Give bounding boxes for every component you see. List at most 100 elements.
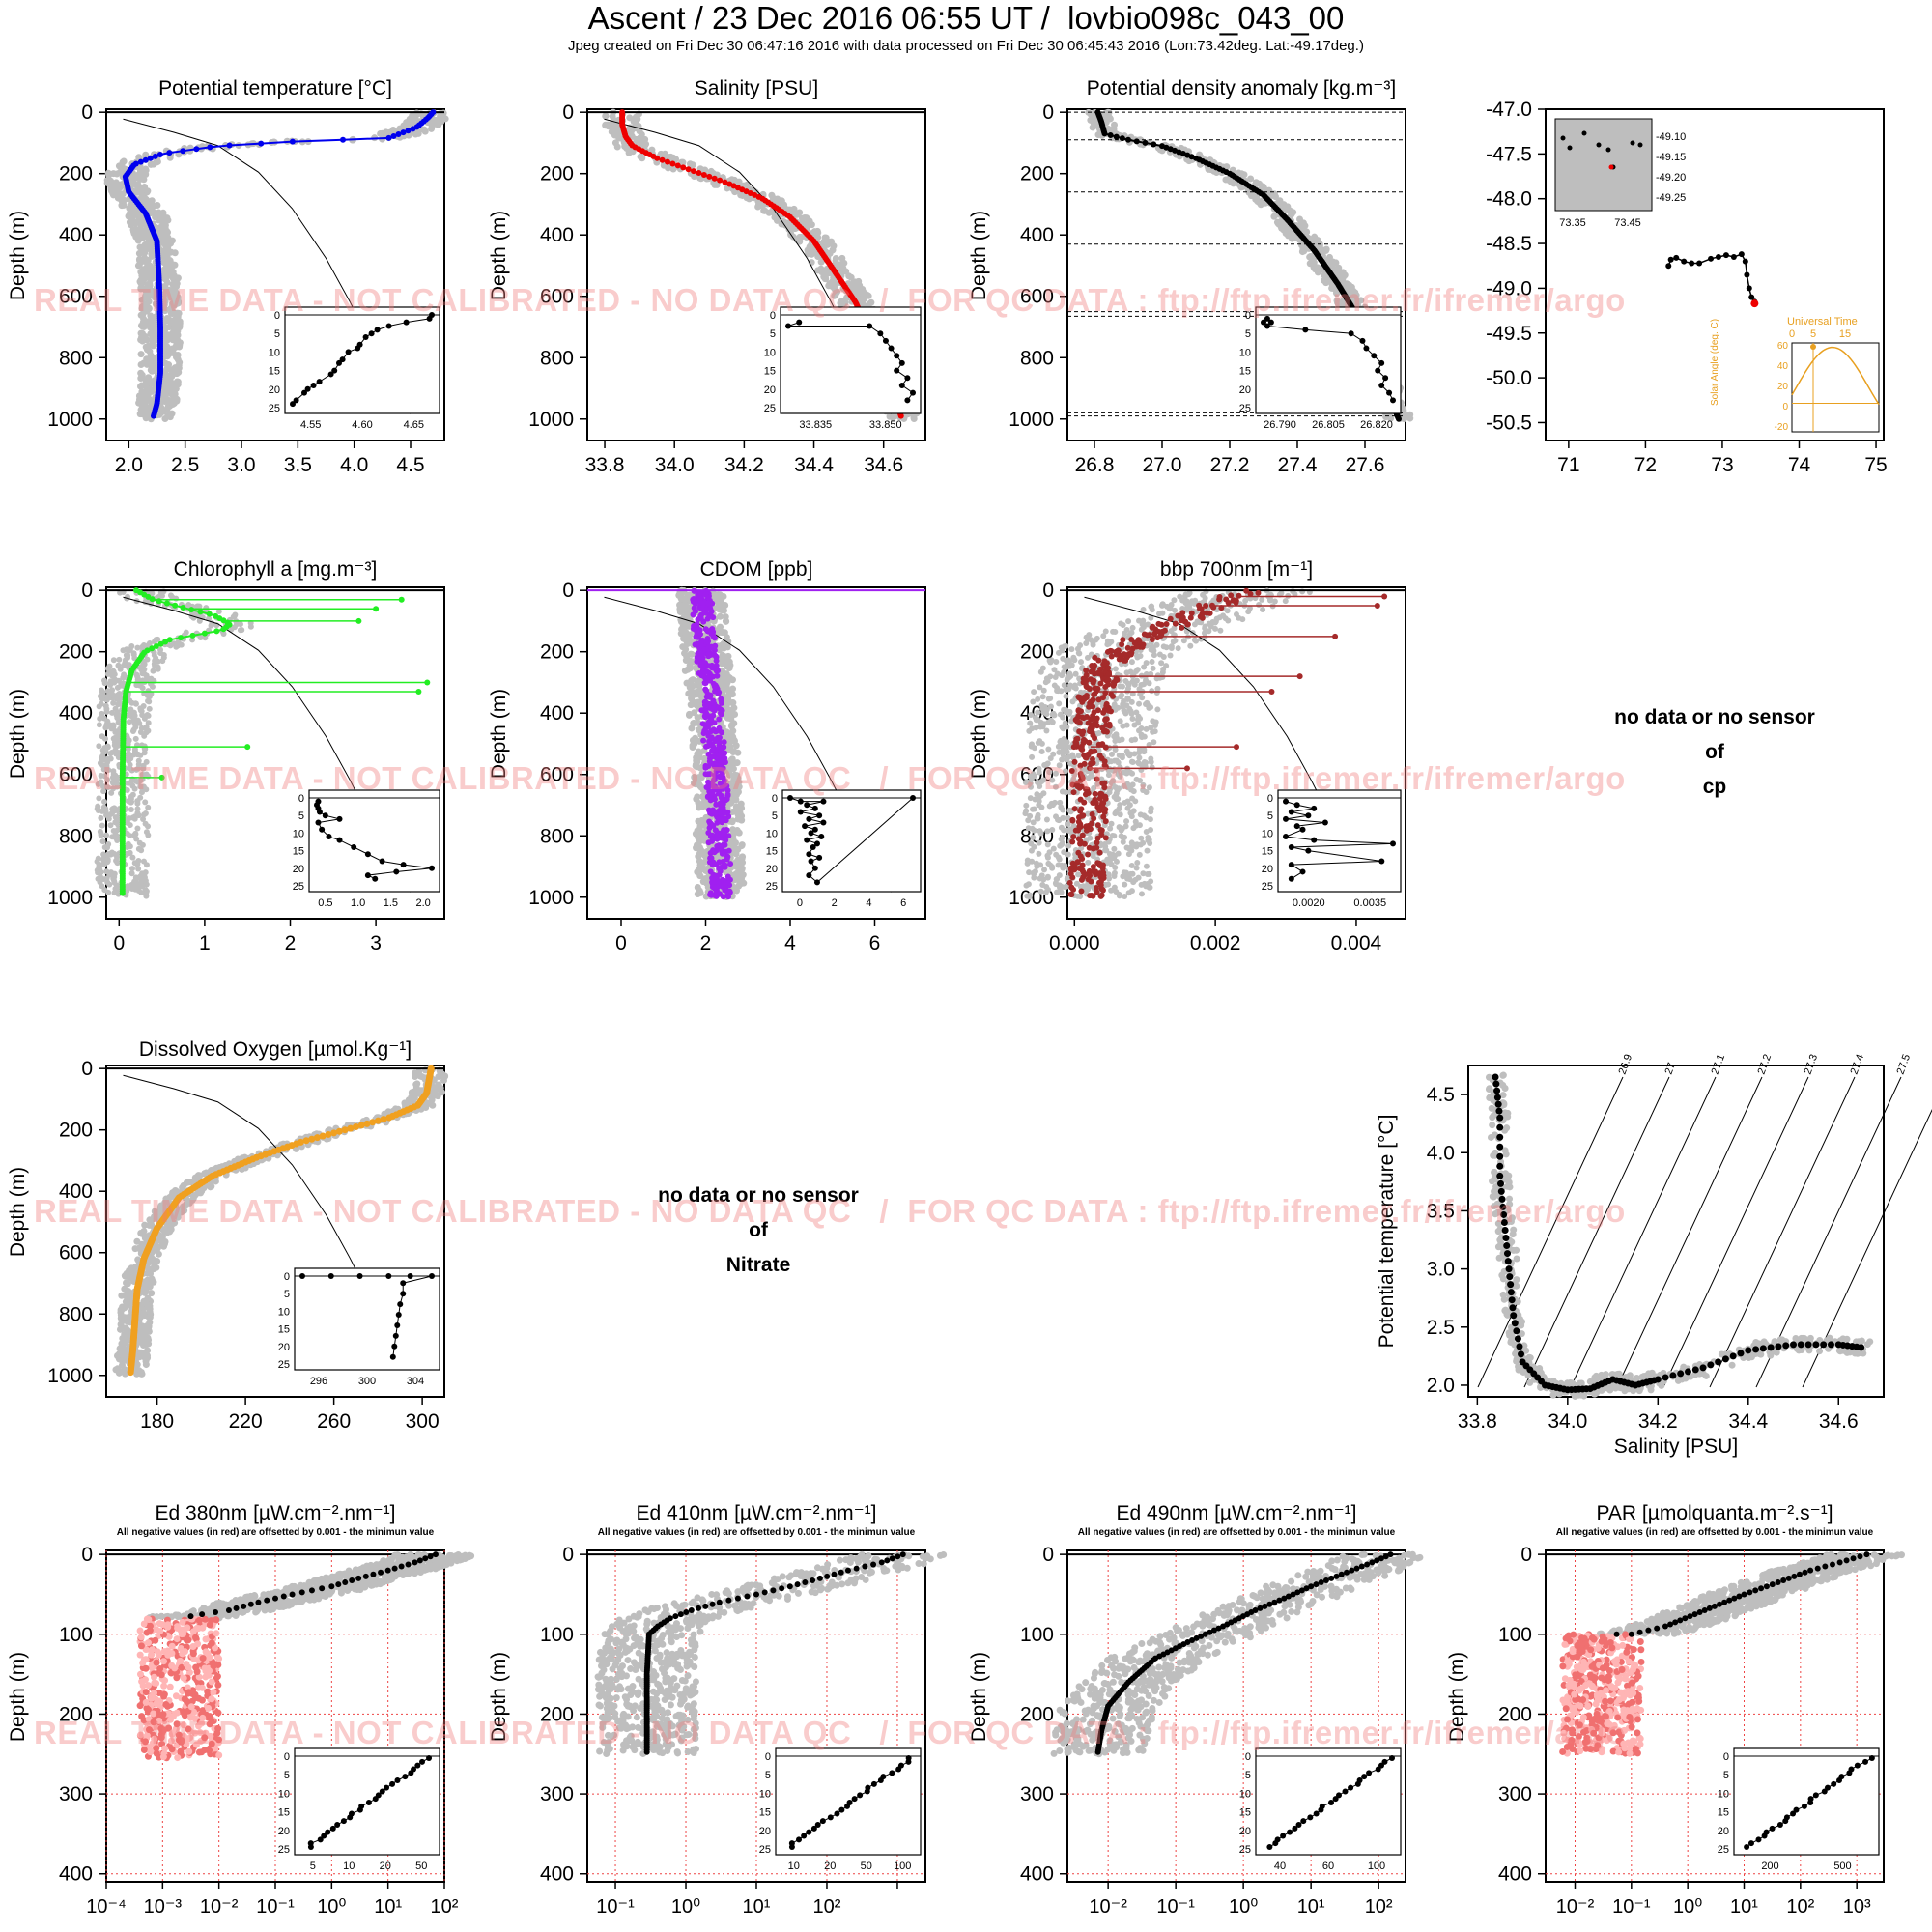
chla-grey-cloud-point [110, 805, 117, 811]
chla-grey-cloud-point [102, 806, 109, 812]
sal-y-tick-label: 400 [540, 224, 574, 246]
cdom-grey-cloud-point [728, 755, 736, 763]
chla-grey-cloud-point [127, 646, 133, 653]
cdom-x-tick-label: 4 [784, 932, 796, 954]
cdom-grey-cloud-point [739, 853, 747, 861]
temp-grey-cloud-point [168, 391, 176, 399]
temp-grey-cloud-point [142, 288, 150, 296]
chla-grey-cloud-point [126, 815, 132, 822]
chla-inset-y-label: 0 [298, 793, 304, 805]
nodata-nitrate-line2: of [749, 1219, 768, 1241]
cdom-grey-cloud-point [724, 685, 731, 693]
sal-grey-cloud-point [839, 264, 847, 271]
chla-grey-cloud-point [111, 679, 118, 686]
chla-grey-cloud-point [126, 712, 132, 719]
temp-y-tick-label: 800 [59, 347, 93, 369]
temp-grey-cloud-point [161, 307, 169, 315]
temp-grey-cloud-point [173, 283, 181, 291]
temp-grey-cloud-point [140, 407, 148, 414]
chla-inset-x-label: 1.0 [351, 897, 365, 909]
cdom-grey-cloud-point [737, 800, 745, 808]
temp-grey-cloud-point [403, 119, 411, 127]
chla-grey-cloud-point [135, 845, 142, 852]
cdom-grey-cloud-point [694, 679, 701, 687]
map-last-position [1750, 299, 1759, 308]
map-y-tick-label: -50.0 [1486, 367, 1532, 389]
sal-y-tick-label: 200 [540, 163, 574, 185]
sal-grey-cloud-point [801, 213, 809, 221]
cdom-y-tick-label: 200 [540, 641, 574, 664]
map-zoom-y-label: -49.15 [1656, 152, 1686, 163]
temp-grey-cloud-point [137, 336, 145, 344]
temp-grey-cloud-point [106, 177, 114, 185]
sal-grey-cloud-point [621, 142, 629, 150]
temp-grey-cloud-point [412, 111, 420, 119]
chla-spikes-point [398, 596, 405, 603]
solar-inset-frame [1791, 342, 1880, 433]
chla-grey-cloud-point [110, 768, 117, 775]
nodata-cp: no data or no sensor of cp [1497, 700, 1932, 805]
sal-x-tick-label: 34.0 [655, 454, 695, 476]
cdom-grey-cloud-point [688, 677, 696, 685]
chla-grey-cloud-point [145, 804, 152, 810]
temp-grey-cloud-point [165, 286, 173, 294]
solar-angle-tick: -20 [1775, 422, 1789, 433]
dens-grey-cloud-point [1111, 121, 1119, 128]
cdom-grey-cloud-point [694, 868, 701, 876]
dens-inset-x-label: 26.820 [1360, 419, 1393, 431]
temp-y-tick-label: 0 [81, 101, 93, 124]
dens-grey-cloud-point [1314, 237, 1321, 244]
temp-grey-cloud-point [116, 168, 124, 176]
temp-grey-cloud-point [174, 351, 182, 358]
chla-grey-cloud-point [145, 720, 152, 726]
dens-grey-cloud-point [1335, 300, 1343, 308]
temp-grey-cloud-point [143, 360, 151, 368]
sal-x-tick-label: 34.4 [794, 454, 834, 476]
chla-grey-cloud-point [151, 652, 157, 659]
cdom-grey-cloud-point [721, 629, 728, 637]
cdom-grey-cloud-point [725, 698, 733, 706]
sal-x-tick-label: 34.2 [724, 454, 764, 476]
cdom-grey-cloud-point [696, 887, 703, 895]
cdom-grey-cloud-point [694, 750, 701, 757]
temp-grey-cloud-point [138, 382, 146, 389]
temp-grey-cloud-point [163, 337, 171, 345]
temp-grey-cloud-point [162, 370, 170, 378]
chla-x-tick-label: 3 [370, 932, 382, 954]
temp-grey-cloud-point [152, 333, 159, 341]
temp-inset-y-label: 25 [269, 403, 280, 414]
ed410-note: All negative values (in red) are offsett… [597, 1527, 916, 1538]
temp-y-tick-label: 1000 [47, 409, 93, 431]
sal-grey-cloud-point [910, 415, 918, 423]
temp-grey-cloud-point [176, 358, 184, 366]
cdom-grey-cloud-point [696, 804, 703, 811]
sal-grey-cloud-point [826, 280, 834, 288]
chla-grey-cloud-point [153, 637, 159, 643]
sal-grey-cloud-point [821, 272, 829, 280]
dens-y-tick-label: 400 [1020, 224, 1054, 246]
dens-inset-y-label: 5 [1245, 328, 1251, 340]
chla-grey-cloud-point [110, 723, 117, 729]
temp-grey-cloud-point [109, 170, 117, 178]
temp-grey-cloud-point [176, 318, 184, 326]
temp-grey-cloud-point [168, 291, 176, 298]
temp-y-tick-label: 400 [59, 224, 93, 246]
dens-grey-cloud-point [1406, 411, 1414, 418]
chla-grey-cloud-point [131, 860, 138, 867]
chla-grey-cloud-point [133, 880, 140, 887]
cdom-x-tick-label: 0 [615, 932, 627, 954]
sal-inset-x-label: 33.850 [869, 419, 902, 431]
temp-x-tick-label: 3.5 [284, 454, 312, 476]
sal-y-tick-label: 0 [562, 101, 574, 124]
chla-grey-cloud-point [101, 745, 108, 752]
dens-grey-cloud-point [1222, 176, 1230, 184]
temp-inset-point [290, 401, 296, 408]
chla-grey-cloud-point [97, 693, 103, 699]
chla-grey-cloud-point [109, 774, 116, 781]
temp-profile [122, 109, 437, 419]
cdom-y-tick-label: 0 [562, 580, 574, 602]
sal-grey-cloud-point [639, 155, 646, 162]
dens-inset-x-label: 26.790 [1264, 419, 1296, 431]
chla-grey-cloud-point [126, 719, 132, 725]
chla-grey-cloud-point [96, 861, 102, 867]
